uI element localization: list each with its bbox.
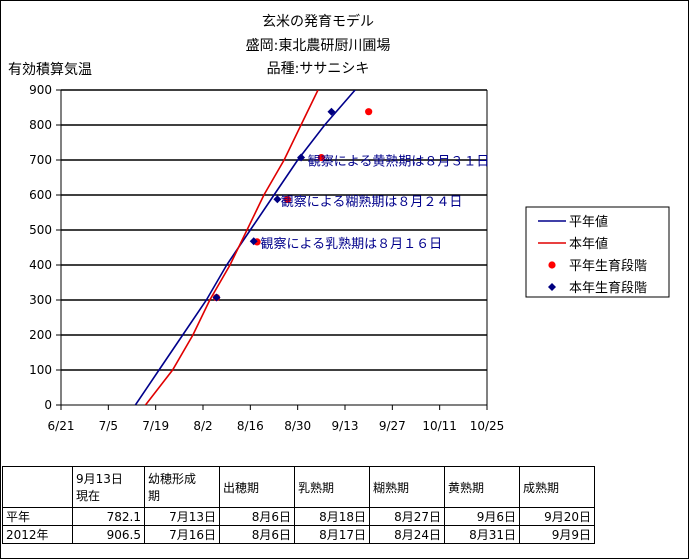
- y-tick-label: 800: [29, 118, 52, 132]
- x-tick-label: 8/16: [237, 419, 264, 433]
- table-header-cell: 幼穂形成期: [144, 466, 220, 508]
- marker-平年生育段階: [365, 108, 373, 116]
- table-row: 2012年 906.5 7月16日 8月6日 8月17日 8月24日 8月31日 9月9日: [2, 525, 595, 544]
- table-cell: 7月16日: [144, 525, 220, 544]
- legend-label: 平年値: [569, 214, 608, 230]
- y-tick-label: 100: [29, 363, 52, 377]
- table-cell: 8月18日: [294, 507, 370, 526]
- table-cell: 906.5: [72, 525, 145, 544]
- y-tick-label: 300: [29, 293, 52, 307]
- x-tick-label: 8/30: [284, 419, 311, 433]
- x-tick-label: 8/2: [193, 419, 212, 433]
- y-axis-label: 有効積算気温: [8, 62, 92, 78]
- table-cell: 9月9日: [519, 525, 595, 544]
- table-header-cell: 9月13日 現在: [72, 466, 145, 508]
- table-header-row: 9月13日 現在 幼穂形成期出穂期 乳熟期 糊熟期 黄熟期 成熟期: [2, 466, 595, 508]
- table-cell: 782.1: [72, 507, 145, 526]
- marker-本年生育段階: [273, 195, 282, 204]
- x-tick-label: 7/5: [99, 419, 118, 433]
- table-header-cell: 糊熟期: [369, 466, 445, 508]
- annotation: 観察による黄熟期は８月３１日: [308, 153, 490, 169]
- chart-title-line: 盛岡:東北農研厨川圃場: [246, 38, 391, 54]
- table-header-cell: 成熟期: [519, 466, 595, 508]
- legend-label: 本年生育段階: [569, 280, 647, 296]
- marker-本年生育段階: [327, 107, 336, 116]
- table-cell: 8月6日: [219, 525, 295, 544]
- stage-table: 9月13日 現在 幼穂形成期出穂期 乳熟期 糊熟期 黄熟期 成熟期 平年 782.1 7月13日…: [2, 466, 595, 544]
- legend-swatch: [548, 283, 556, 291]
- table-cell: 2012年: [2, 525, 73, 544]
- table-cell: 8月24日: [369, 525, 445, 544]
- y-tick-label: 400: [29, 258, 52, 272]
- table-cell: 9月20日: [519, 507, 595, 526]
- x-tick-label: 10/11: [422, 419, 457, 433]
- y-tick-label: 0: [44, 398, 52, 412]
- annotation: 観察による糊熟期は８月２４日: [281, 194, 463, 210]
- chart-title-line: 玄米の発育モデル: [262, 13, 374, 30]
- x-tick-label: 9/27: [379, 419, 406, 433]
- marker-本年生育段階: [297, 153, 306, 162]
- table-header-cell: 乳熟期: [294, 466, 370, 508]
- table-cell: 8月6日: [219, 507, 295, 526]
- table-cell: 9月6日: [444, 507, 520, 526]
- legend-label: 本年値: [569, 236, 608, 252]
- chart-title-line: 品種:ササニシキ: [267, 61, 370, 77]
- table-header-cell: 出穂期: [219, 466, 295, 508]
- legend-label: 平年生育段階: [569, 258, 647, 274]
- table-header-cell: 黄熟期: [444, 466, 520, 508]
- y-tick-label: 500: [29, 223, 52, 237]
- x-tick-label: 10/25: [470, 419, 505, 433]
- x-tick-label: 9/13: [332, 419, 359, 433]
- x-tick-label: 6/21: [48, 419, 75, 433]
- series-line-本年値: [144, 90, 319, 405]
- x-tick-label: 7/19: [142, 419, 169, 433]
- table-cell: 平年: [2, 507, 73, 526]
- y-tick-label: 900: [29, 83, 52, 97]
- marker-平年生育段階: [283, 195, 292, 204]
- legend-swatch: [548, 261, 556, 269]
- table-row: 平年 782.1 7月13日 8月6日 8月18日 8月27日 9月6日 9月20日: [2, 507, 595, 526]
- marker-平年生育段階: [317, 153, 325, 162]
- table-cell: 8月17日: [294, 525, 370, 544]
- annotation: 観察による乳熟期は８月１６日: [260, 236, 442, 252]
- table-cell: 7月13日: [144, 507, 220, 526]
- table-cell: 8月31日: [444, 525, 520, 544]
- y-tick-label: 700: [29, 153, 52, 167]
- table-cell: 8月27日: [369, 507, 445, 526]
- marker-本年生育段階: [249, 237, 258, 246]
- y-tick-label: 200: [29, 328, 52, 342]
- y-tick-label: 600: [29, 188, 52, 202]
- marker-本年生育段階: [212, 293, 221, 302]
- table-header-cell: [2, 466, 73, 508]
- legend-box: [525, 206, 670, 298]
